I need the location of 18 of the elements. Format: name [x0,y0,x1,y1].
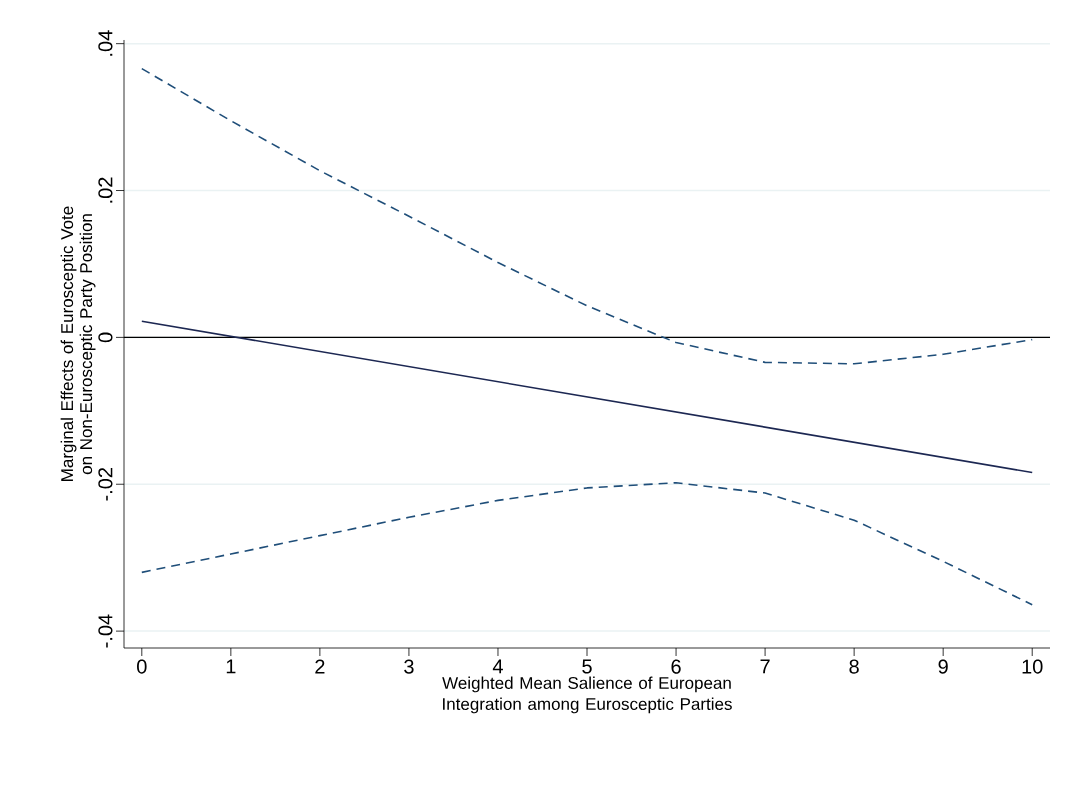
x-tick-label: 3 [404,659,414,674]
y-tick-label: -.02 [98,468,113,501]
x-tick-label: 0 [137,659,147,674]
x-tick-label: 2 [315,659,325,674]
x-tick-label: 4 [492,659,503,674]
y-tick-label: .04 [98,30,113,56]
x-tick-label: 1 [226,659,236,674]
x-tick-label: 10 [1022,659,1043,674]
x-axis-title: Weighted Mean Salience of European Integration among Eurosceptic Parties [442,676,732,714]
x-tick-label: 6 [671,659,681,674]
x-tick-label: 7 [760,659,770,674]
y-axis-title: Marginal Effects of Eurosceptic Vote on Non-Eurosceptic Party Position [60,206,96,481]
y-tick-label: .02 [98,177,113,203]
x-tick-label: 9 [938,659,948,674]
y-tick-label: 0 [98,332,113,343]
x-tick-label: 8 [849,659,859,674]
y-tick-label: -.04 [98,614,113,648]
x-tick-label: 5 [582,659,592,674]
